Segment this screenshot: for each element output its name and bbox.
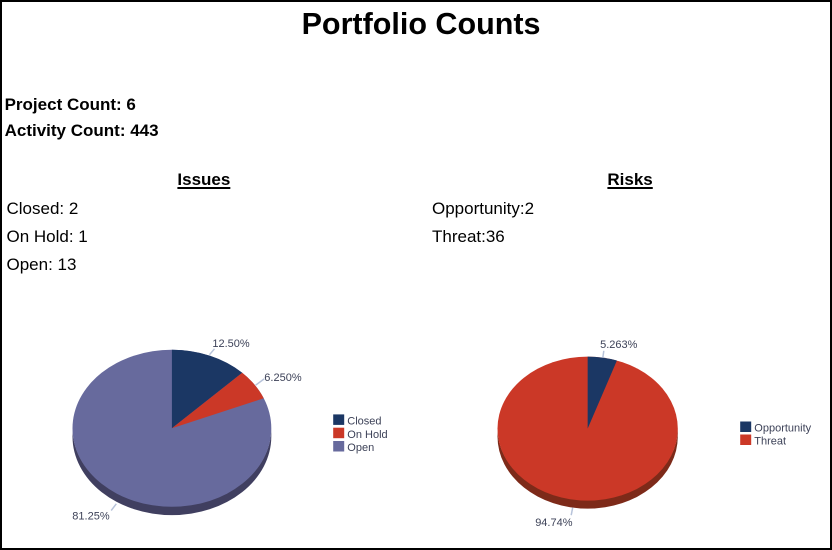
svg-text:94.74%: 94.74% [535,517,573,529]
svg-text:On Hold: On Hold [347,429,387,441]
svg-text:81.25%: 81.25% [72,511,110,523]
svg-text:Opportunity: Opportunity [754,423,811,435]
svg-text:Closed: Closed [347,416,381,428]
svg-text:Open: Open [347,442,374,454]
svg-text:5.263%: 5.263% [600,339,638,351]
svg-text:12.50%: 12.50% [212,338,250,350]
svg-text:6.250%: 6.250% [264,372,302,384]
svg-text:Threat: Threat [754,436,786,448]
